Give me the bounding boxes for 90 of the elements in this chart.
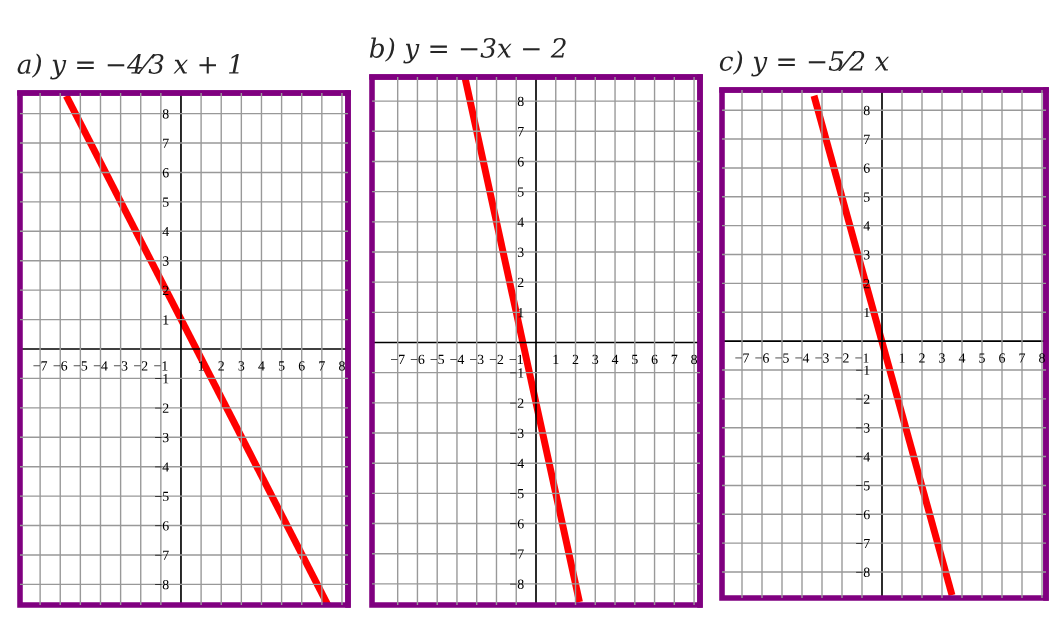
y-tick-label: 2 <box>517 277 524 287</box>
x-tick-label: 4 <box>258 361 265 371</box>
x-tick-label: 7 <box>319 361 325 371</box>
y-tick-label: 7 <box>163 138 169 148</box>
x-tick-label: −4 <box>450 354 465 364</box>
y-tick-label: −3 <box>510 428 524 438</box>
x-tick-label: 4 <box>958 353 966 363</box>
y-tick-label: −6 <box>510 519 524 529</box>
y-tick-label: 3 <box>517 247 524 257</box>
y-tick-label: −1 <box>510 368 524 378</box>
x-tick-label: −5 <box>73 361 88 371</box>
x-tick-label: −4 <box>795 353 810 363</box>
y-tick-label: −3 <box>155 432 169 443</box>
y-tick-label: 8 <box>863 105 870 116</box>
chart-title: a) y = −4⁄3 x + 1 <box>17 53 239 80</box>
y-tick-label: 5 <box>163 197 169 207</box>
y-tick-label: 5 <box>864 192 870 202</box>
y-tick-label: 3 <box>162 256 169 266</box>
x-tick-label: −2 <box>489 354 504 364</box>
x-tick-label: 1 <box>198 361 204 371</box>
y-tick-label: −5 <box>510 489 524 499</box>
y-tick-label: −2 <box>510 398 524 408</box>
y-tick-label: −8 <box>510 579 524 589</box>
x-tick-label: −3 <box>113 361 128 371</box>
y-tick-label: 6 <box>517 157 524 167</box>
x-tick-label: 2 <box>572 354 579 364</box>
y-tick-label: −4 <box>155 462 169 472</box>
x-tick-label: −6 <box>53 361 68 371</box>
y-tick-label: −7 <box>510 549 524 559</box>
y-tick-label: 8 <box>162 109 169 119</box>
y-tick-label: −1 <box>155 374 169 384</box>
x-tick-label: 1 <box>899 353 905 363</box>
x-tick-label: 8 <box>691 354 698 365</box>
x-tick-label: 1 <box>553 354 559 364</box>
x-tick-label: −7 <box>33 361 48 371</box>
y-tick-label: −3 <box>856 423 870 433</box>
x-tick-label: −2 <box>134 361 148 371</box>
chart-title: b) y = −3x − 2 <box>369 37 566 64</box>
y-tick-label: 4 <box>863 221 870 231</box>
x-tick-label: 3 <box>238 361 245 371</box>
y-tick-label: 8 <box>517 96 524 107</box>
y-tick-label: −8 <box>155 579 169 590</box>
y-tick-label: 1 <box>163 315 169 325</box>
x-tick-label: −3 <box>815 353 829 363</box>
x-tick-label: −6 <box>410 354 425 365</box>
x-tick-label: 7 <box>671 354 678 364</box>
y-tick-label: −4 <box>856 452 870 462</box>
y-tick-label: 4 <box>517 217 524 227</box>
x-tick-label: 6 <box>298 361 305 371</box>
x-tick-label: 3 <box>592 354 599 365</box>
x-tick-label: 6 <box>999 353 1006 363</box>
y-tick-label: 2 <box>162 285 169 295</box>
y-tick-label: 6 <box>162 168 169 178</box>
x-tick-label: −4 <box>93 361 108 371</box>
y-tick-label: −6 <box>155 521 169 531</box>
x-tick-label: −3 <box>470 354 484 365</box>
x-tick-label: 3 <box>939 353 945 363</box>
x-tick-label: 7 <box>1019 353 1026 363</box>
y-tick-label: 7 <box>518 127 524 137</box>
y-tick-label: −7 <box>856 538 870 548</box>
x-tick-label: 4 <box>611 354 619 364</box>
y-tick-label: −8 <box>856 567 870 577</box>
x-tick-label: −7 <box>390 354 405 364</box>
y-tick-label: −4 <box>510 458 524 469</box>
y-tick-label: 7 <box>864 134 870 144</box>
y-tick-label: −2 <box>155 403 169 413</box>
x-tick-label: 5 <box>979 353 985 363</box>
y-tick-label: 1 <box>518 307 524 318</box>
y-tick-label: −2 <box>856 394 870 404</box>
y-tick-label: 6 <box>863 163 870 173</box>
x-tick-label: 2 <box>919 353 925 363</box>
x-tick-label: −6 <box>755 353 769 363</box>
y-tick-label: −6 <box>856 509 870 520</box>
y-tick-label: −5 <box>856 481 870 491</box>
x-tick-label: 5 <box>632 354 638 365</box>
x-tick-label: −5 <box>430 354 445 365</box>
x-tick-label: 2 <box>218 361 224 371</box>
x-tick-label: 8 <box>339 361 345 371</box>
x-tick-label: 6 <box>651 354 658 365</box>
y-tick-label: −5 <box>155 491 169 502</box>
y-tick-label: −7 <box>155 550 169 560</box>
y-tick-label: 4 <box>162 226 169 237</box>
x-tick-label: −7 <box>735 353 749 363</box>
x-tick-label: −2 <box>835 353 849 363</box>
y-tick-label: 3 <box>863 250 870 260</box>
y-tick-label: 1 <box>864 307 870 318</box>
x-tick-label: 5 <box>278 361 285 371</box>
y-tick-label: 5 <box>518 187 524 197</box>
x-tick-label: −5 <box>775 353 789 363</box>
chart-title: c) y = −5⁄2 x <box>719 50 889 77</box>
